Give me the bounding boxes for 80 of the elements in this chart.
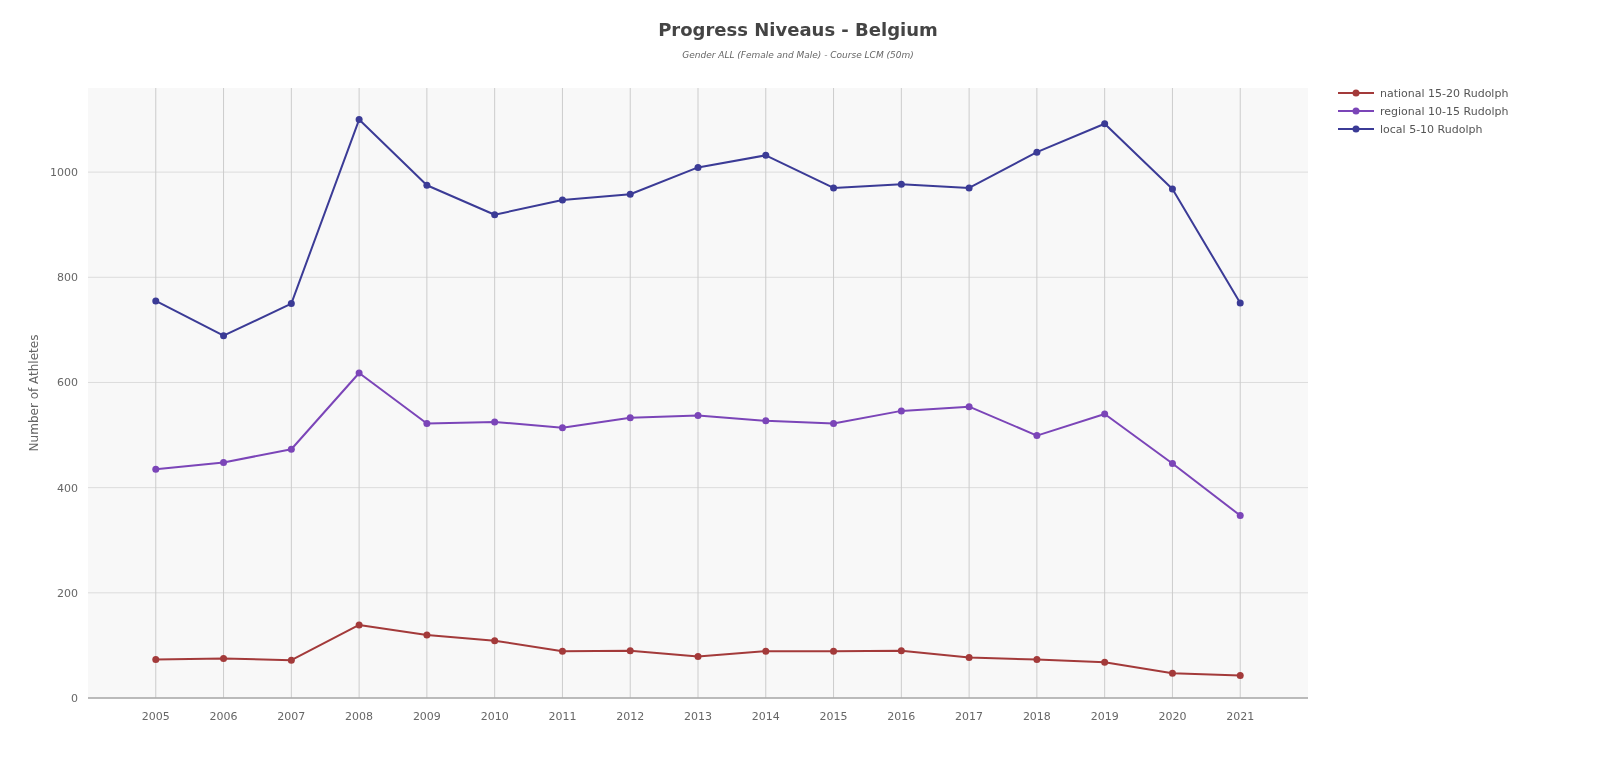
point: [1101, 658, 1109, 666]
point: [220, 655, 228, 663]
point: [423, 631, 431, 639]
point: [694, 652, 702, 660]
x-tick-label: 2013: [684, 710, 712, 723]
point: [830, 647, 838, 655]
x-tick-label: 2008: [345, 710, 374, 723]
x-tick-label: 2007: [277, 710, 306, 723]
point: [220, 332, 228, 340]
point: [558, 424, 566, 432]
y-tick-label: 800: [57, 271, 78, 285]
y-tick-label: 0: [71, 691, 78, 705]
point: [491, 418, 499, 426]
point: [1168, 669, 1176, 677]
y-axis-title: Number of Athletes: [27, 334, 41, 452]
point: [1033, 656, 1041, 664]
point: [626, 647, 634, 655]
point: [152, 656, 160, 664]
point: [965, 654, 973, 662]
legend-label: national 15-20 Rudolph: [1380, 86, 1509, 100]
x-tick-label: 2018: [1022, 710, 1051, 723]
point: [1033, 432, 1041, 440]
x-tick-label: 2020: [1158, 710, 1187, 723]
point: [1033, 148, 1041, 156]
point: [287, 445, 295, 453]
legend-label: local 5-10 Rudolph: [1380, 122, 1483, 136]
point: [897, 407, 905, 415]
point: [287, 656, 295, 664]
point: [897, 180, 905, 188]
x-tick-label: 2006: [209, 710, 238, 723]
point: [1101, 410, 1109, 418]
point: [355, 621, 363, 629]
point: [626, 414, 634, 422]
point: [558, 196, 566, 204]
x-tick-label: 2019: [1090, 710, 1119, 723]
x-tick-label: 2014: [751, 710, 780, 723]
point: [1236, 299, 1244, 307]
x-tick-label: 2015: [819, 710, 848, 723]
x-tick-label: 2009: [412, 710, 441, 723]
chart-subtitle: Gender ALL (Female and Male) - Course LCM (50m): [682, 50, 914, 60]
x-tick-label: 2012: [616, 710, 645, 723]
point: [762, 151, 770, 159]
y-tick-label: 400: [57, 481, 78, 495]
point: [626, 190, 634, 198]
point: [220, 458, 228, 466]
point: [558, 647, 566, 655]
x-tick-label: 2011: [548, 710, 577, 723]
point: [491, 211, 499, 219]
point: [355, 369, 363, 377]
point: [965, 403, 973, 411]
point: [355, 116, 363, 124]
point: [491, 637, 499, 645]
x-tick-label: 2010: [480, 710, 509, 723]
point: [965, 184, 973, 192]
chart-title: Progress Niveaus - Belgium: [658, 19, 938, 40]
point: [694, 412, 702, 420]
point: [762, 417, 770, 425]
point: [423, 420, 431, 427]
y-tick-label: 1000: [50, 165, 78, 179]
point: [1236, 512, 1244, 520]
point: [423, 181, 431, 189]
x-tick-label: 2016: [887, 710, 916, 723]
point: [152, 465, 160, 473]
point: [830, 184, 838, 192]
y-tick-label: 200: [57, 586, 78, 600]
point: [1168, 459, 1176, 467]
point: [1236, 671, 1244, 679]
point: [287, 300, 295, 308]
point: [1101, 120, 1109, 128]
point: [694, 163, 702, 171]
x-tick-label: 2021: [1226, 710, 1255, 723]
point: [897, 647, 905, 655]
x-tick-label: 2005: [141, 710, 170, 723]
legend-label: regional 10-15 Rudolph: [1380, 104, 1509, 118]
y-tick-label: 600: [57, 376, 78, 390]
point: [762, 647, 770, 655]
point: [1168, 185, 1176, 193]
point: [830, 420, 838, 427]
x-tick-label: 2017: [955, 710, 984, 723]
point: [152, 297, 160, 305]
